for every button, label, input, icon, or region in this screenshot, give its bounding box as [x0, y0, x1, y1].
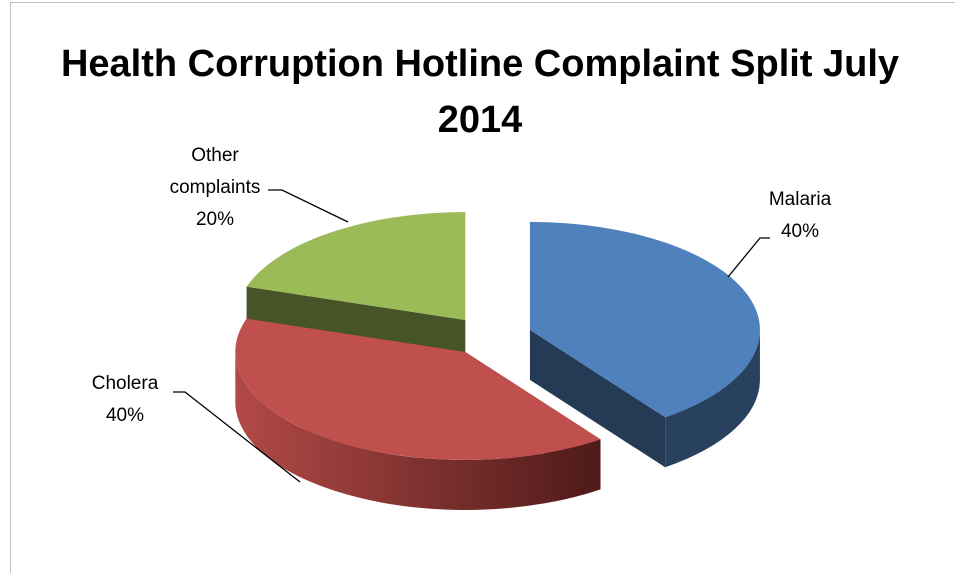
slice: [529, 221, 760, 468]
data-label: Cholera 40%: [70, 368, 180, 432]
slice-side: [529, 329, 666, 468]
leader-line: [268, 189, 349, 223]
slice-top: [246, 212, 466, 321]
chart-border: [10, 2, 955, 573]
label-name: Other complaints: [169, 145, 261, 198]
label-value: 40%: [780, 221, 820, 242]
slice: [235, 318, 601, 510]
data-label: Malaria 40%: [725, 184, 875, 248]
slice-top: [529, 221, 760, 418]
slice-top: [235, 318, 601, 460]
label-value: 40%: [105, 405, 145, 426]
slice-wall: [235, 351, 601, 510]
data-label: Other complaints 20%: [155, 140, 275, 236]
slice-wall: [665, 329, 760, 468]
leader-line: [173, 391, 301, 483]
leader-line: [727, 237, 770, 278]
label-value: 20%: [195, 209, 235, 230]
label-name: Cholera: [91, 373, 159, 394]
chart-title: Health Corruption Hotline Complaint Spli…: [60, 43, 900, 141]
label-name: Malaria: [768, 189, 832, 210]
